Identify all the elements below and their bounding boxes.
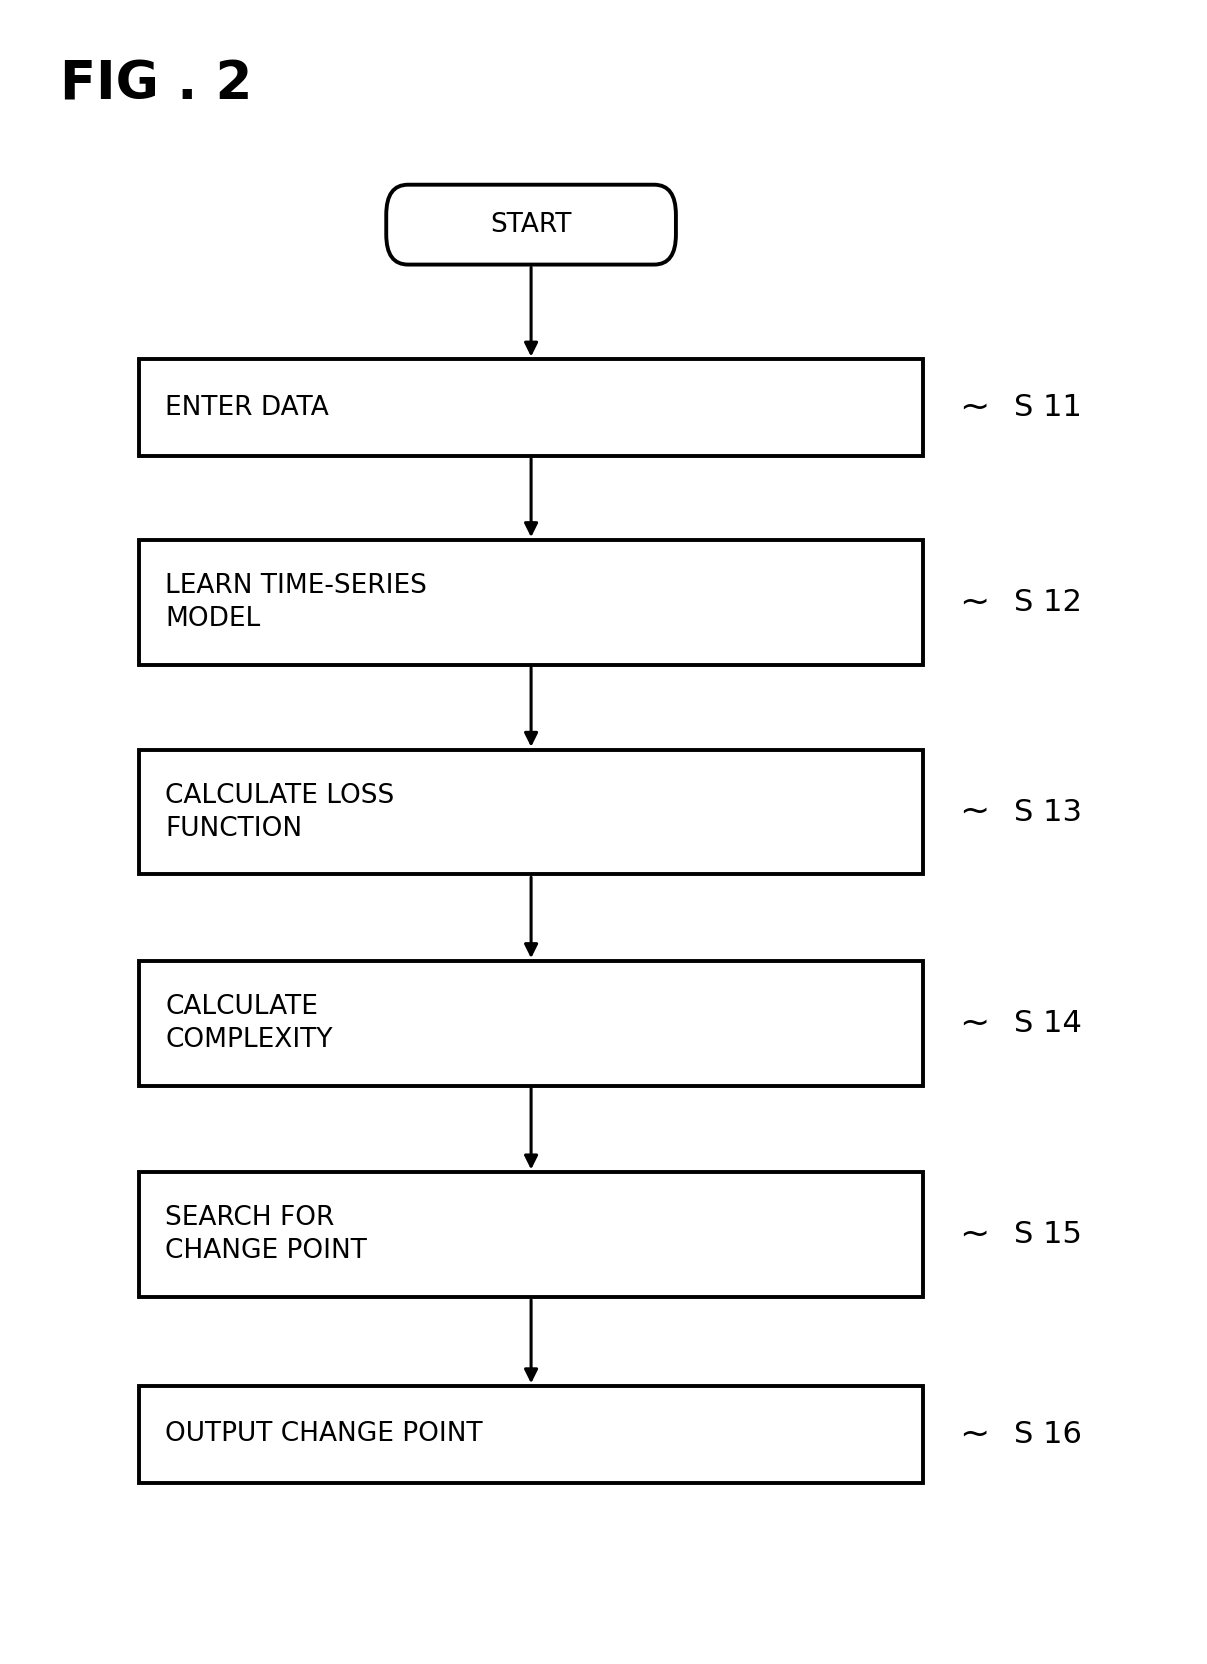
Text: ENTER DATA: ENTER DATA: [165, 394, 330, 421]
Text: S 13: S 13: [1014, 797, 1081, 827]
Text: S 15: S 15: [1014, 1220, 1081, 1250]
Text: S 16: S 16: [1014, 1419, 1081, 1449]
Text: ~: ~: [960, 1418, 990, 1451]
Text: OUTPUT CHANGE POINT: OUTPUT CHANGE POINT: [165, 1421, 483, 1448]
Bar: [139, 749, 923, 874]
Text: ~: ~: [960, 795, 990, 829]
Bar: [139, 359, 923, 456]
Text: SEARCH FOR
CHANGE POINT: SEARCH FOR CHANGE POINT: [165, 1205, 367, 1265]
Text: ~: ~: [960, 1007, 990, 1040]
Text: S 11: S 11: [1014, 393, 1081, 423]
FancyBboxPatch shape: [386, 185, 676, 265]
Text: LEARN TIME-SERIES
MODEL: LEARN TIME-SERIES MODEL: [165, 572, 427, 632]
Bar: [139, 1171, 923, 1298]
Text: ~: ~: [960, 391, 990, 424]
Text: START: START: [490, 211, 572, 238]
Text: S 14: S 14: [1014, 1008, 1081, 1038]
Bar: [139, 539, 923, 664]
Text: S 12: S 12: [1014, 587, 1081, 617]
Text: CALCULATE LOSS
FUNCTION: CALCULATE LOSS FUNCTION: [165, 782, 395, 842]
Bar: [139, 1386, 923, 1483]
Bar: [139, 962, 923, 1085]
Text: ~: ~: [960, 1218, 990, 1251]
Text: CALCULATE
COMPLEXITY: CALCULATE COMPLEXITY: [165, 993, 333, 1053]
Text: ~: ~: [960, 586, 990, 619]
Text: FIG . 2: FIG . 2: [60, 58, 252, 110]
